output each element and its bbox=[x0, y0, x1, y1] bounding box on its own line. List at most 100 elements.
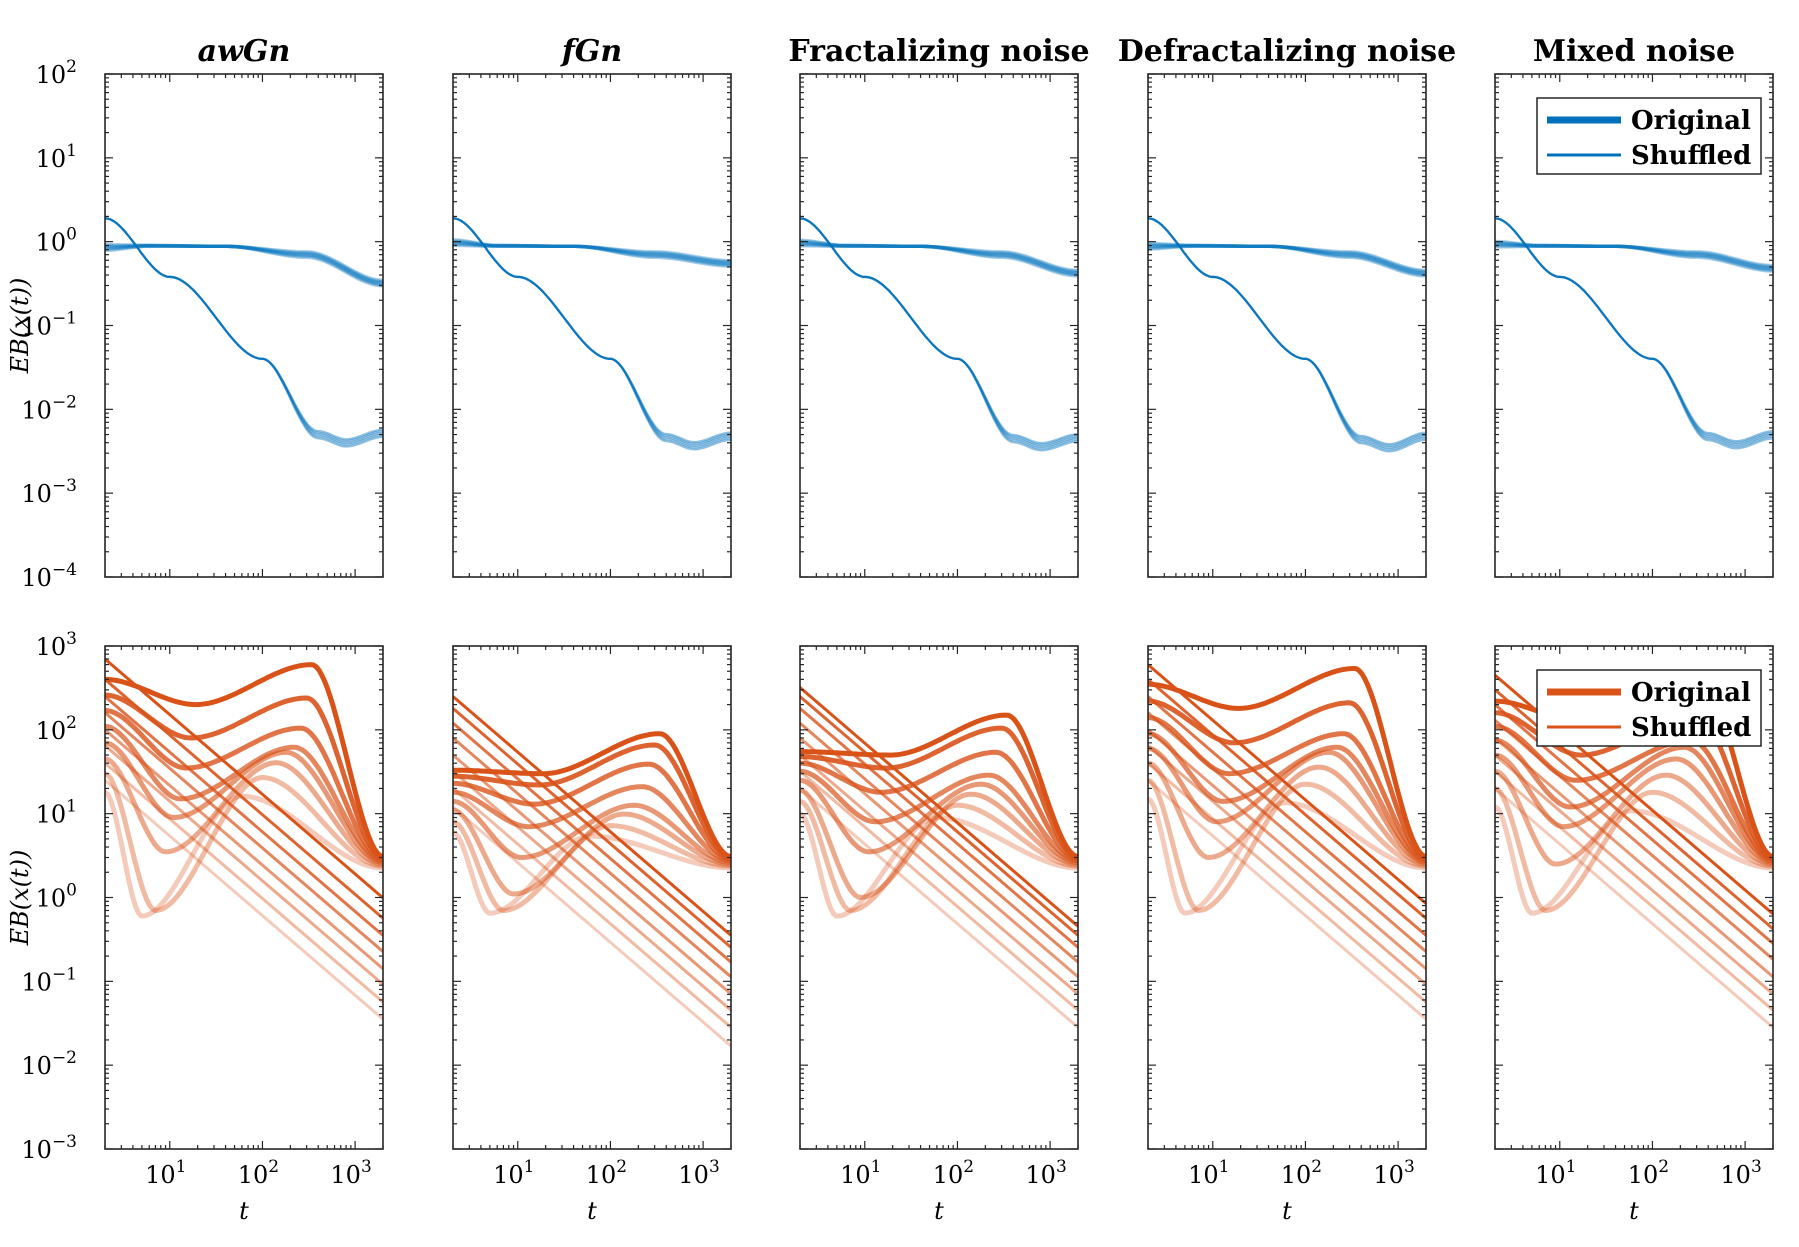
series-original bbox=[1148, 796, 1426, 916]
series-shuffled bbox=[1495, 217, 1773, 444]
series-shuffled bbox=[1495, 736, 1773, 979]
legend-entry: Shuffled bbox=[1631, 713, 1751, 743]
series-shuffled bbox=[105, 217, 383, 443]
series-original bbox=[105, 708, 383, 862]
series-shuffled bbox=[453, 695, 731, 937]
legend: Original Shuffled bbox=[1536, 97, 1762, 175]
series-original bbox=[800, 239, 1078, 274]
plot-area bbox=[453, 217, 731, 451]
series-original bbox=[105, 662, 383, 859]
series-shuffled bbox=[1495, 217, 1773, 446]
x-axis-label: t bbox=[934, 1197, 944, 1225]
series-shuffled bbox=[800, 770, 1078, 1012]
series-original bbox=[1495, 242, 1773, 271]
panels: 102 101 100 10−1 10−2 10−3 10−4 EB(x(t)) Origina… bbox=[6, 57, 1774, 1225]
series-shuffled bbox=[105, 728, 383, 970]
series-original bbox=[105, 243, 383, 283]
series-shuffled bbox=[105, 744, 383, 986]
series-original bbox=[1495, 785, 1773, 914]
series-shuffled bbox=[105, 217, 383, 444]
series-shuffled bbox=[453, 217, 731, 447]
series-original bbox=[453, 731, 731, 859]
y-tick-label: 10−1 bbox=[21, 964, 77, 996]
x-tick-label: 102 bbox=[1628, 1157, 1669, 1189]
series-original bbox=[105, 244, 383, 288]
series-shuffled bbox=[1148, 779, 1426, 1021]
series-original bbox=[800, 238, 1078, 273]
series-original bbox=[453, 243, 731, 268]
column-titles: awGn fGn Fractalizing noise Defractalizing … bbox=[198, 34, 1735, 69]
y-tick-label: 102 bbox=[36, 57, 77, 89]
series-original bbox=[453, 784, 731, 864]
series-original bbox=[1148, 731, 1426, 864]
series-shuffled bbox=[1148, 663, 1426, 905]
series-shuffled bbox=[105, 711, 383, 953]
series-shuffled bbox=[800, 695, 1078, 937]
series-shuffled bbox=[1495, 217, 1773, 443]
series-shuffled bbox=[800, 217, 1078, 446]
x-tick-label: 102 bbox=[586, 1157, 627, 1189]
panel-r2-c5: 101 102 103 t Original Shuffled bbox=[1494, 645, 1774, 1225]
series-shuffled bbox=[105, 657, 383, 900]
y-axis-label: EB(x(t)) bbox=[6, 850, 34, 947]
series-original bbox=[105, 740, 383, 866]
series-shuffled bbox=[453, 707, 731, 949]
series-original bbox=[800, 240, 1078, 275]
panel-r1-c2 bbox=[452, 73, 732, 578]
axes-frame bbox=[799, 73, 1079, 578]
series-original bbox=[800, 725, 1078, 861]
plot-area bbox=[105, 657, 383, 1021]
series-original bbox=[453, 242, 731, 267]
y-tick-label: 10−2 bbox=[21, 392, 77, 424]
series-original bbox=[1148, 244, 1426, 278]
series-shuffled bbox=[1148, 728, 1426, 970]
series-original bbox=[1148, 241, 1426, 273]
series-original bbox=[1148, 715, 1426, 862]
series-shuffled bbox=[453, 217, 731, 449]
series-original bbox=[1148, 244, 1426, 277]
x-axis-label: t bbox=[1282, 1197, 1292, 1225]
plot-area bbox=[800, 217, 1078, 452]
x-axis-label: t bbox=[1629, 1197, 1639, 1225]
series-shuffled bbox=[453, 736, 731, 979]
series-original bbox=[800, 242, 1078, 277]
plot-area bbox=[1148, 217, 1426, 453]
series-shuffled bbox=[105, 217, 383, 441]
series-original bbox=[453, 241, 731, 266]
series-shuffled bbox=[1495, 217, 1773, 448]
plot-area bbox=[800, 686, 1078, 1029]
series-shuffled bbox=[105, 217, 383, 448]
series-original bbox=[1495, 737, 1773, 864]
series-original bbox=[1148, 665, 1426, 859]
axes-frame bbox=[104, 73, 384, 578]
series-original bbox=[105, 789, 383, 919]
series-original bbox=[453, 829, 731, 916]
series-original bbox=[453, 761, 731, 862]
y-axis-label: EB(x(t)) bbox=[6, 278, 34, 375]
series-shuffled bbox=[800, 707, 1078, 949]
series-shuffled bbox=[1148, 695, 1426, 937]
x-tick-label: 101 bbox=[840, 1157, 881, 1189]
series-original bbox=[1495, 723, 1773, 862]
series-shuffled bbox=[453, 217, 731, 445]
x-tick-label: 103 bbox=[678, 1157, 719, 1189]
y-tick-label: 100 bbox=[36, 225, 77, 257]
series-shuffled bbox=[453, 770, 731, 1012]
series-original bbox=[1148, 745, 1426, 866]
axes-frame bbox=[1147, 73, 1427, 578]
series-shuffled bbox=[453, 787, 731, 1029]
series-original bbox=[453, 798, 731, 866]
column-title: Defractalizing noise bbox=[1118, 34, 1456, 69]
panel-r1-c5: Original Shuffled bbox=[1494, 73, 1774, 578]
y-tick-label: 103 bbox=[36, 629, 77, 661]
x-tick-label: 101 bbox=[145, 1157, 186, 1189]
x-tick-label: 102 bbox=[238, 1157, 279, 1189]
column-title: fGn bbox=[560, 34, 622, 69]
y-tick-label: 101 bbox=[36, 141, 77, 173]
column-title: awGn bbox=[198, 34, 291, 69]
series-original bbox=[105, 771, 383, 914]
series-original bbox=[800, 712, 1078, 859]
x-tick-label: 103 bbox=[330, 1157, 371, 1189]
